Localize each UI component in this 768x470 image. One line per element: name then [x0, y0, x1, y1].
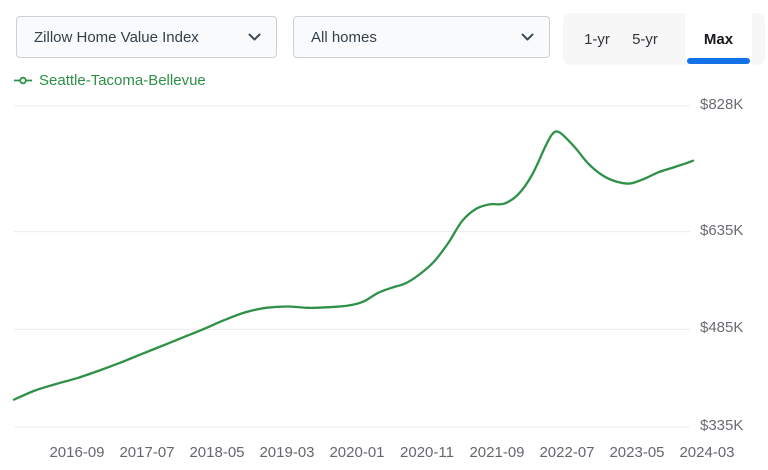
x-tick-label: 2016-09 — [49, 444, 105, 461]
x-tick-label: 2020-01 — [329, 444, 385, 461]
legend-line-marker-icon — [14, 75, 32, 86]
y-tick-label: $485K — [700, 319, 744, 337]
x-tick-label: 2024-03 — [679, 444, 735, 461]
home-type-dropdown[interactable]: All homes — [293, 16, 550, 58]
y-tick-label: $335K — [700, 417, 744, 434]
time-range-tabs: 1-yr 5-yr Max — [563, 13, 765, 65]
chevron-down-icon — [248, 33, 261, 41]
x-tick-label: 2022-07 — [539, 444, 595, 461]
x-tick-label: 2021-09 — [469, 444, 525, 461]
tab-max-label: Max — [703, 30, 734, 48]
tab-5yr[interactable]: 5-yr — [619, 13, 671, 65]
y-tick-label: $635K — [700, 221, 744, 239]
selected-tab-underline — [687, 58, 750, 64]
chart-legend: Seattle-Tacoma-Bellevue — [14, 70, 206, 90]
x-tick-label: 2018-05 — [189, 444, 245, 461]
x-tick-label: 2023-05 — [609, 444, 665, 461]
y-tick-label: $828K — [700, 96, 744, 113]
home-type-dropdown-value: All homes — [311, 28, 377, 46]
x-tick-label: 2020-11 — [400, 444, 454, 461]
legend-series-label: Seattle-Tacoma-Bellevue — [39, 71, 206, 89]
series-line — [12, 130, 695, 401]
x-tick-label: 2017-07 — [119, 444, 175, 461]
chevron-down-icon — [521, 33, 534, 41]
tab-1yr[interactable]: 1-yr — [571, 13, 623, 65]
x-tick-label: 2019-03 — [259, 444, 315, 461]
metric-dropdown-value: Zillow Home Value Index — [34, 28, 199, 46]
tab-max[interactable]: Max — [685, 13, 752, 65]
metric-dropdown[interactable]: Zillow Home Value Index — [16, 16, 277, 58]
